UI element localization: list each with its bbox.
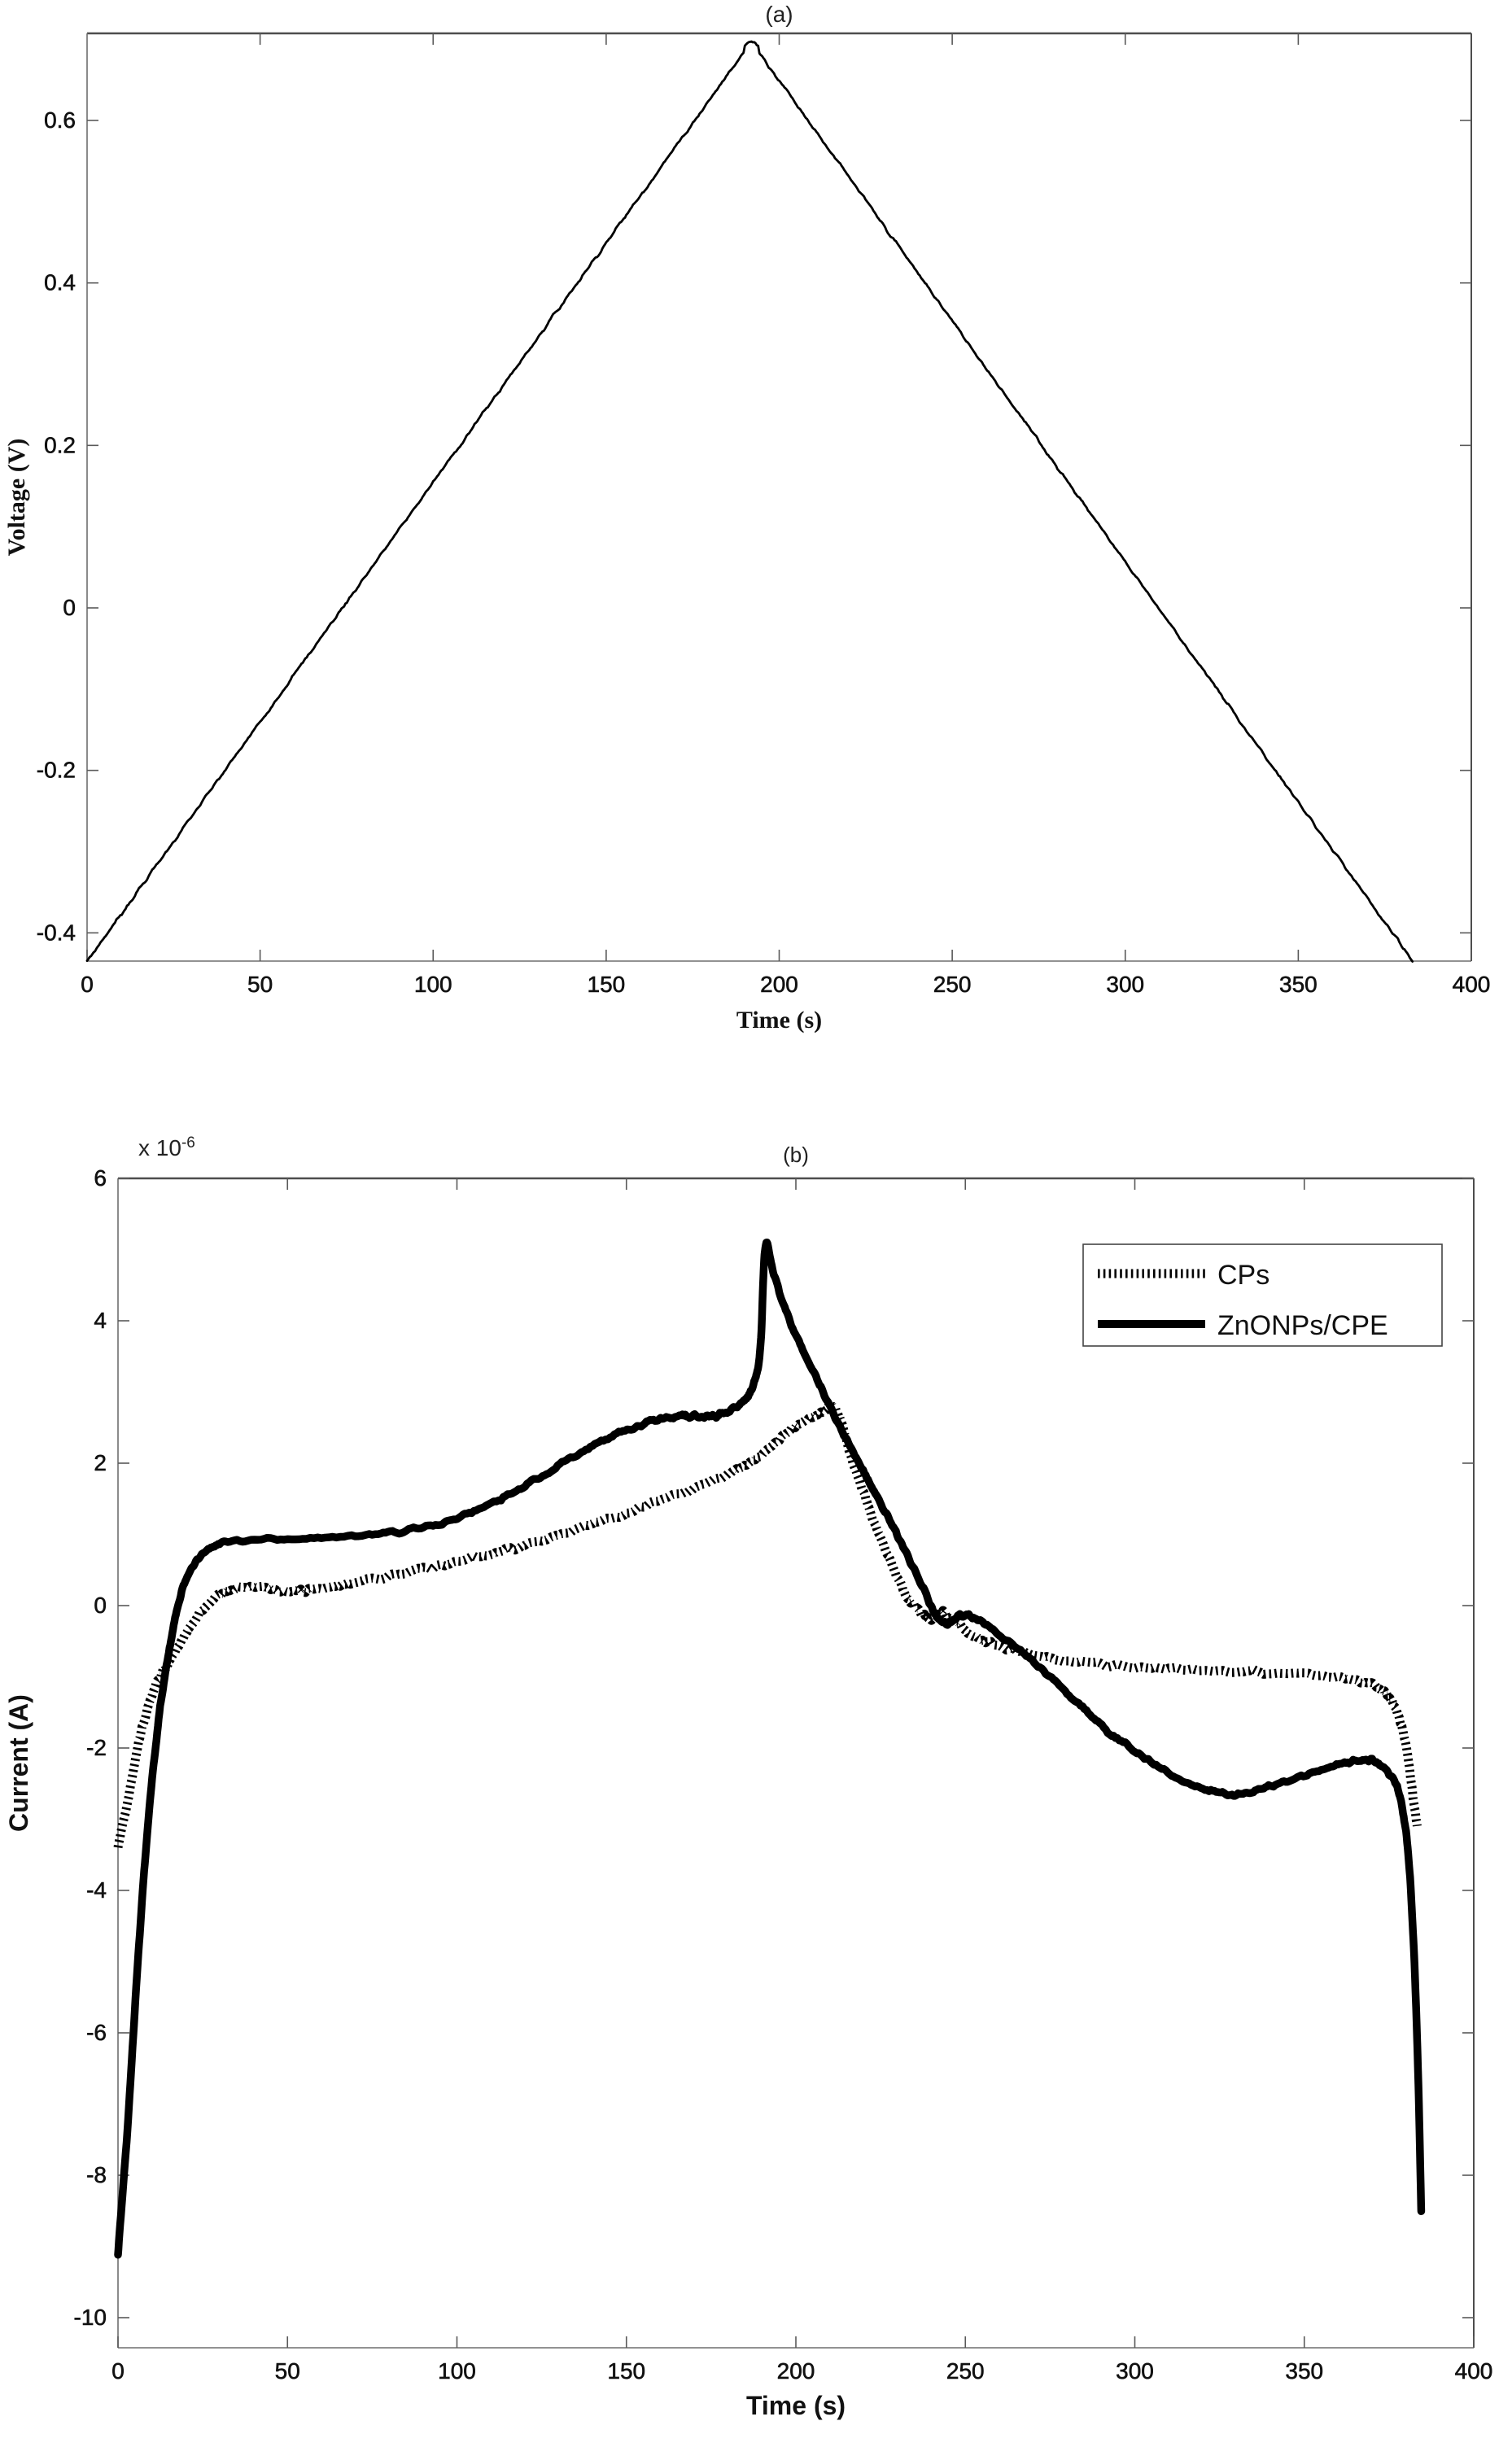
svg-text:0: 0 [94, 1593, 107, 1618]
svg-text:6: 6 [94, 1165, 107, 1191]
svg-text:4: 4 [94, 1308, 107, 1333]
svg-text:0: 0 [111, 2358, 125, 2384]
svg-text:CPs: CPs [1217, 1260, 1269, 1291]
svg-text:350: 350 [1285, 2358, 1323, 2384]
svg-text:250: 250 [946, 2358, 985, 2384]
svg-text:0.4: 0.4 [44, 270, 76, 295]
svg-text:2: 2 [94, 1450, 107, 1475]
svg-text:200: 200 [777, 2358, 815, 2384]
svg-text:Voltage (V): Voltage (V) [3, 439, 30, 557]
svg-text:ZnONPs/CPE: ZnONPs/CPE [1217, 1310, 1388, 1341]
svg-text:Time (s): Time (s) [746, 2391, 846, 2420]
svg-text:0.2: 0.2 [44, 432, 76, 457]
svg-text:150: 150 [588, 972, 626, 997]
svg-text:100: 100 [414, 972, 452, 997]
svg-text:-0.2: -0.2 [37, 758, 76, 783]
svg-text:250: 250 [933, 972, 972, 997]
svg-text:(a): (a) [765, 2, 793, 27]
svg-text:-8: -8 [86, 2162, 107, 2187]
svg-text:-2: -2 [86, 1735, 107, 1760]
svg-text:0: 0 [63, 595, 76, 620]
svg-text:400: 400 [1455, 2358, 1493, 2384]
svg-text:0: 0 [81, 972, 94, 997]
svg-text:50: 50 [275, 2358, 300, 2384]
svg-text:150: 150 [607, 2358, 645, 2384]
svg-text:-4: -4 [86, 1877, 107, 1903]
svg-text:400: 400 [1453, 972, 1491, 997]
svg-text:-0.4: -0.4 [37, 920, 76, 945]
svg-text:300: 300 [1106, 972, 1144, 997]
svg-text:Current (A): Current (A) [4, 1694, 33, 1832]
svg-text:-10: -10 [74, 2305, 107, 2330]
svg-text:Time (s): Time (s) [736, 1007, 822, 1034]
svg-text:200: 200 [760, 972, 798, 997]
svg-text:(b): (b) [783, 1143, 809, 1167]
svg-text:350: 350 [1279, 972, 1318, 997]
svg-text:50: 50 [247, 972, 273, 997]
svg-text:0.6: 0.6 [44, 107, 76, 133]
svg-text:-6: -6 [86, 2020, 107, 2045]
svg-text:300: 300 [1116, 2358, 1154, 2384]
svg-text:100: 100 [438, 2358, 476, 2384]
